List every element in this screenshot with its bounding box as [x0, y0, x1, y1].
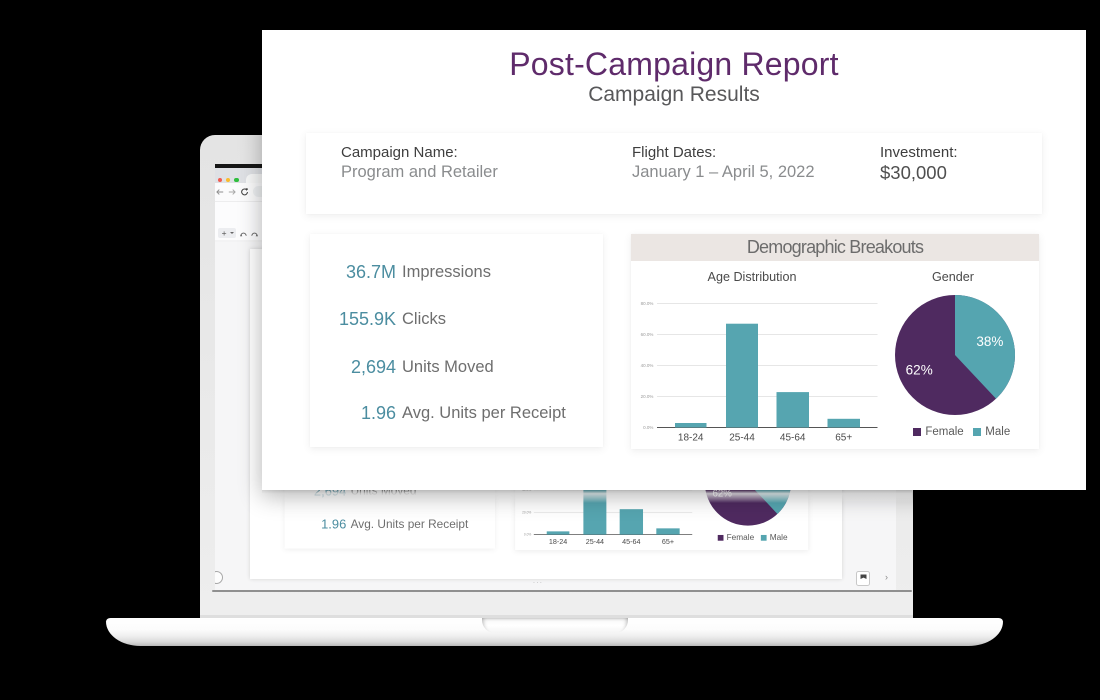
svg-text:25-44: 25-44 [586, 538, 604, 546]
svg-text:20.0%: 20.0% [522, 510, 531, 514]
svg-text:25-44: 25-44 [729, 432, 755, 443]
svg-text:18-24: 18-24 [678, 432, 704, 443]
svg-text:38%: 38% [976, 334, 1003, 349]
svg-text:0.0%: 0.0% [524, 533, 531, 537]
svg-text:80.0%: 80.0% [641, 301, 654, 306]
svg-text:45-64: 45-64 [622, 538, 640, 546]
svg-text:65+: 65+ [662, 538, 674, 546]
svg-text:65+: 65+ [835, 432, 852, 443]
svg-text:18-24: 18-24 [549, 538, 567, 546]
svg-text:62%: 62% [905, 362, 932, 377]
svg-text:0.0%: 0.0% [643, 425, 653, 430]
svg-text:60.0%: 60.0% [641, 332, 654, 337]
svg-text:40.0%: 40.0% [641, 363, 654, 368]
svg-text:20.0%: 20.0% [641, 394, 654, 399]
svg-text:45-64: 45-64 [780, 432, 806, 443]
